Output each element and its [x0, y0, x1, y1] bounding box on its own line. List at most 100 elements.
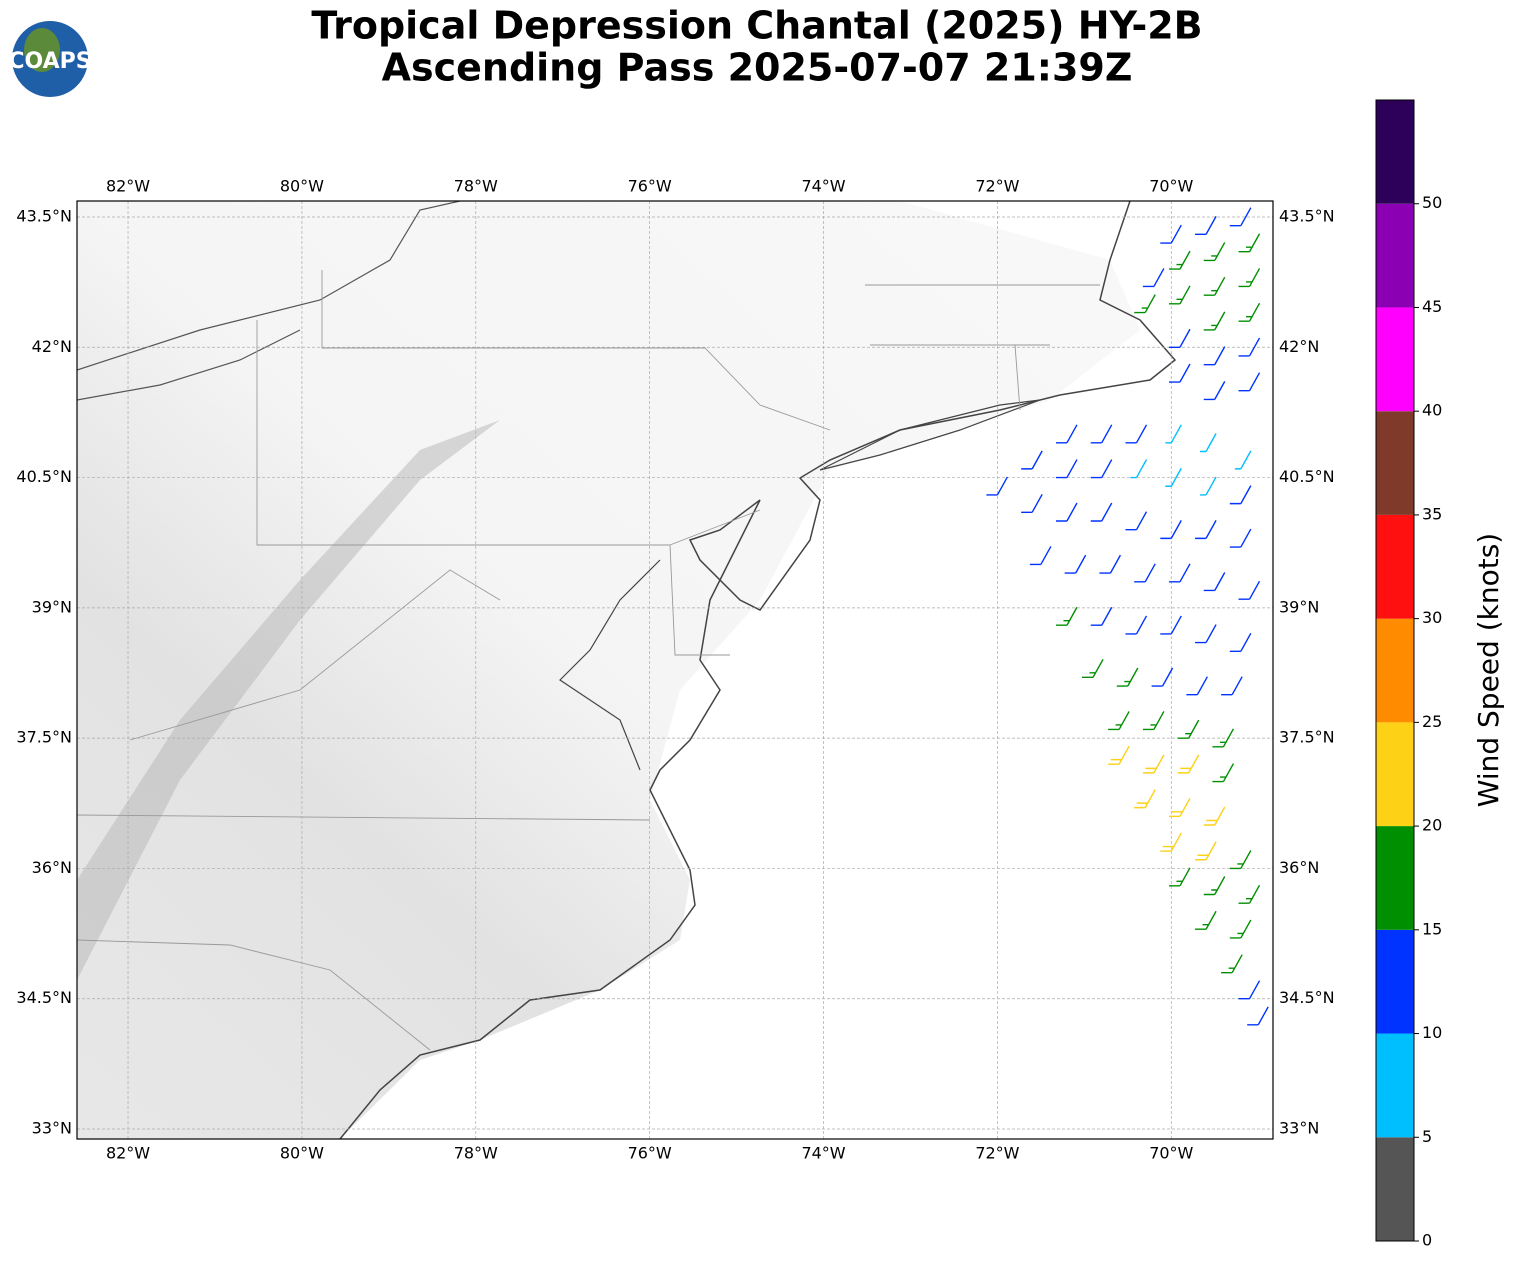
wind-barb [1212, 728, 1235, 748]
colorbar-tick-label: 50 [1422, 193, 1442, 212]
wind-barb [1168, 363, 1191, 383]
wind-barb [1021, 450, 1043, 470]
colorbar-segment [1376, 618, 1414, 723]
wind-barb [1142, 268, 1165, 288]
colorbar-segment [1376, 722, 1414, 827]
wind-barb [1082, 659, 1104, 679]
colorbar-segment [1376, 514, 1414, 619]
x-tick-label: 82°W [106, 177, 150, 196]
y-tick-label: 37.5°N [1279, 728, 1335, 747]
wind-barb [1134, 789, 1156, 809]
wind-barb [1168, 867, 1191, 887]
x-tick-label: 72°W [975, 177, 1019, 196]
colorbar-segment [1376, 1137, 1414, 1241]
colorbar-tick-label: 25 [1422, 712, 1442, 731]
wind-barb [1134, 294, 1156, 314]
y-tick-label: 34.5°N [16, 988, 72, 1007]
wind-barb [1203, 381, 1226, 401]
state-border [77, 270, 1100, 1051]
wind-barb [1055, 606, 1078, 626]
x-tick-label: 82°W [106, 1144, 150, 1163]
y-tick-label: 42°N [1279, 337, 1319, 356]
colorbar-segment [1376, 826, 1414, 930]
wind-barb [1238, 884, 1261, 904]
x-tick-label: 78°W [454, 177, 498, 196]
wind-barb [1238, 268, 1261, 288]
wind-barb [1108, 745, 1130, 765]
wind-barb [1160, 832, 1182, 852]
map-frame [76, 200, 1274, 1140]
wind-barb [1055, 502, 1078, 522]
wind-barb [1168, 328, 1191, 348]
wind-barb [1108, 711, 1130, 731]
x-tick-label: 76°W [628, 177, 672, 196]
y-tick-label: 33°N [1279, 1119, 1319, 1138]
wind-barb [1090, 502, 1113, 522]
y-tick-label: 42°N [32, 337, 72, 356]
logo: COAPS [8, 21, 92, 97]
wind-barb [1200, 476, 1217, 496]
wind-barb [1090, 424, 1113, 444]
wind-barb [1238, 337, 1261, 357]
wind-barb [1168, 563, 1191, 583]
map [77, 201, 1273, 1139]
x-tick-label: 76°W [628, 1144, 672, 1163]
wind-barb [1160, 224, 1182, 244]
y-tick-label: 39°N [1279, 597, 1319, 616]
terrain [77, 201, 1140, 1139]
colorbar-segment [1376, 411, 1414, 515]
wind-barb [1177, 719, 1200, 739]
coastline [339, 201, 1177, 1139]
logo-text: COAPS [8, 49, 91, 74]
x-tick-label: 80°W [280, 177, 324, 196]
wind-barb [1125, 615, 1148, 635]
wind-barb [1203, 242, 1226, 262]
wind-barb [1165, 467, 1182, 487]
colorbar-segment [1376, 1033, 1414, 1138]
wind-barb [1168, 250, 1191, 270]
wind-barb [1203, 572, 1226, 592]
y-tick-label: 36°N [1279, 858, 1319, 877]
wind-barb [1212, 763, 1235, 783]
x-tick-label: 74°W [801, 1144, 845, 1163]
colorbar-tick-label: 0 [1422, 1231, 1432, 1250]
wind-barb [1229, 485, 1252, 505]
wind-barb [1090, 459, 1113, 479]
wind-barb [1130, 459, 1148, 479]
y-tick-label: 36°N [32, 858, 72, 877]
wind-barb [1203, 276, 1226, 296]
wind-barb [1021, 493, 1043, 514]
axes: 82°W 82°W 80°W 80°W 78°W 78°W 76°W 76°W 74°W 74°W… [16, 177, 1334, 1163]
colorbar-tick-label: 10 [1422, 1023, 1442, 1042]
wind-barb [1203, 876, 1226, 896]
coastline [559, 559, 661, 771]
wind-barb [1151, 667, 1174, 687]
wind-barb [1200, 433, 1217, 453]
wind-barb [1234, 450, 1252, 470]
colorbar-label: Wind Speed (knots) [1472, 533, 1505, 807]
wind-barb [1221, 676, 1243, 696]
y-tick-label: 43.5°N [16, 206, 72, 225]
wind-barb [1238, 233, 1261, 253]
y-tick-label: 33°N [32, 1119, 72, 1138]
wind-barb [1229, 632, 1252, 652]
wind-barb [1203, 806, 1226, 826]
wind-barb [1029, 546, 1052, 566]
wind-barb [1238, 580, 1261, 600]
y-tick-label: 39°N [32, 597, 72, 616]
wind-barb [1229, 919, 1252, 939]
wind-barb [1168, 797, 1191, 818]
colorbar-tick-label: 30 [1422, 608, 1442, 627]
lake-shore [77, 201, 461, 401]
wind-barb [1195, 841, 1217, 861]
y-tick-label: 43.5°N [1279, 206, 1335, 225]
x-tick-label: 70°W [1149, 177, 1193, 196]
wind-barb [1238, 302, 1261, 322]
wind-barb [1055, 424, 1078, 444]
wind-barb [1055, 459, 1078, 479]
colorbar-tick-label: 20 [1422, 816, 1442, 835]
wind-barb [1165, 424, 1182, 444]
y-tick-label: 34.5°N [1279, 988, 1335, 1007]
wind-barb [1195, 910, 1217, 930]
barbs [986, 207, 1269, 1026]
